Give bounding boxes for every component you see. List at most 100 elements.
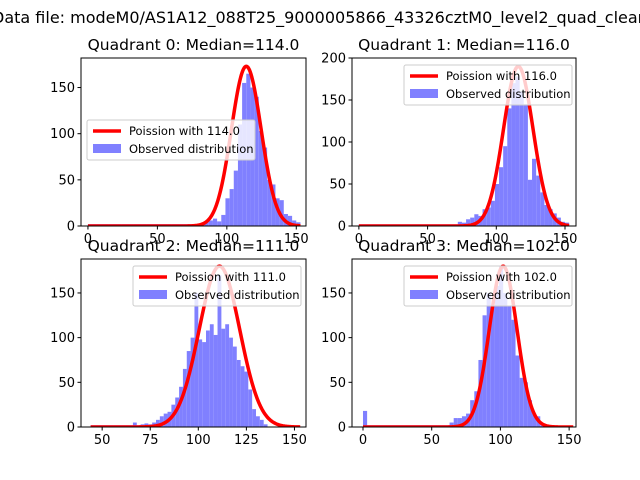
histogram-bar (206, 330, 210, 427)
histogram-bar (457, 221, 462, 226)
poisson-curve (89, 264, 302, 427)
x-tick-label: 100 (488, 433, 513, 448)
quadrant-2-chart: 50 75 100 125 150 0 50 100 150 Quadrant 2: Median… (50, 237, 307, 448)
histogram-bar (515, 355, 520, 427)
histogram-bar (279, 200, 284, 226)
x-tick-label: 0 (359, 433, 367, 448)
histogram-bar (258, 130, 263, 226)
histogram-bar (548, 209, 553, 226)
histogram-bar (486, 292, 491, 427)
axes-frame (80, 57, 307, 227)
x-tick-label: 50 (149, 232, 166, 247)
x-tick-label: 50 (419, 232, 436, 247)
y-tick-label: 0 (338, 421, 346, 436)
histogram-bar (507, 306, 512, 427)
legend-bar-swatch (410, 89, 438, 98)
y-tick-label: 100 (50, 331, 75, 346)
quadrant-0-title: Quadrant 0: Median=114.0 (88, 36, 300, 54)
x-tick-label: 0 (355, 232, 363, 247)
y-tick-label: 200 (321, 52, 346, 67)
histogram-bar (478, 359, 483, 427)
histogram-bar (466, 219, 471, 226)
y-tick-label: 100 (50, 127, 75, 142)
y-tick-label: 100 (321, 331, 346, 346)
y-tick-label: 50 (329, 178, 346, 193)
y-tick-label: 150 (50, 286, 75, 301)
histogram-bar (507, 108, 512, 226)
x-tick-label: 75 (142, 433, 159, 448)
x-tick-label: 100 (186, 433, 211, 448)
histogram-bar (252, 409, 256, 427)
histogram-bar (236, 359, 241, 427)
quadrant-1-title: Quadrant 1: Median=116.0 (358, 36, 570, 54)
quadrant-0-chart: 0 50 100 150 0 50 100 150 Quadrant 0: Median=114… (50, 36, 309, 247)
quadrant-1-plot-area (357, 64, 571, 226)
histogram-bar (494, 184, 500, 226)
axes-frame (351, 258, 577, 428)
x-tick-label: 150 (284, 232, 309, 247)
legend-bar-swatch (139, 290, 167, 299)
x-tick-label: 150 (557, 433, 582, 448)
legend-label-poisson: Poission with 116.0 (446, 69, 557, 83)
legend-label-poisson: Poission with 111.0 (175, 270, 286, 284)
histogram-bar (213, 334, 218, 427)
axes-frame (80, 258, 307, 428)
histogram-bar (198, 339, 203, 427)
quadrant-2-title: Quadrant 2: Median=111.0 (88, 237, 300, 255)
quadrant-2-plot-area (89, 264, 302, 427)
histogram-bar (453, 418, 458, 427)
legend-label-observed: Observed distribution (446, 87, 571, 101)
histogram-bar (229, 337, 233, 427)
figure-title: Data file: modeM0/AS1A12_088T25_90000058… (0, 8, 640, 27)
legend-box (403, 64, 573, 106)
histogram-bar (179, 386, 183, 427)
histogram-bar (461, 416, 467, 427)
histogram-bar (229, 189, 234, 226)
histogram-bar (182, 368, 187, 427)
histogram-bar (194, 292, 199, 427)
histogram-bar (208, 220, 213, 226)
histogram-bar (499, 167, 504, 226)
x-tick-label: 125 (234, 433, 259, 448)
histogram-bar (511, 319, 516, 427)
histogram-bar (540, 192, 545, 226)
histogram-bar (544, 205, 549, 226)
histogram-bar (209, 324, 214, 427)
histogram-bar (511, 83, 516, 226)
histogram-bar (232, 346, 237, 427)
histogram-bar (490, 200, 495, 226)
histogram-bar (523, 382, 528, 427)
legend-label-observed: Observed distribution (446, 288, 571, 302)
histogram-bar (132, 422, 137, 427)
histogram-bar (503, 146, 508, 226)
y-tick-label: 100 (321, 136, 346, 151)
histogram-bar (449, 422, 454, 427)
x-tick-label: 50 (94, 433, 111, 448)
histogram-bar (256, 416, 260, 427)
histogram-bar (202, 342, 206, 427)
histogram-bar (240, 366, 245, 427)
histogram-bar (159, 416, 164, 427)
histogram-bar (225, 324, 230, 427)
histogram-bar (292, 220, 297, 226)
y-tick-label: 50 (329, 376, 346, 391)
histogram-bar (474, 391, 479, 427)
histogram-bar (263, 424, 268, 427)
histogram-bar (212, 218, 218, 226)
histogram-bar (470, 217, 475, 226)
histogram-bar (186, 351, 191, 427)
y-tick-label: 150 (321, 94, 346, 109)
histogram-bar (271, 184, 276, 226)
histogram-bar (248, 389, 253, 427)
histogram-bar (217, 221, 222, 226)
histogram-bar (221, 328, 226, 427)
quadrant-2-legend: Poission with 111.0 Observed distribution (132, 265, 302, 307)
legend-label-observed: Observed distribution (129, 142, 254, 156)
legend-bar-swatch (93, 144, 121, 153)
histogram-bar (532, 413, 537, 427)
histogram-bar (536, 175, 541, 226)
histogram-bar (474, 214, 479, 226)
histogram-bar (262, 147, 268, 226)
histogram-bar (204, 221, 209, 226)
histogram-bar (287, 215, 293, 226)
